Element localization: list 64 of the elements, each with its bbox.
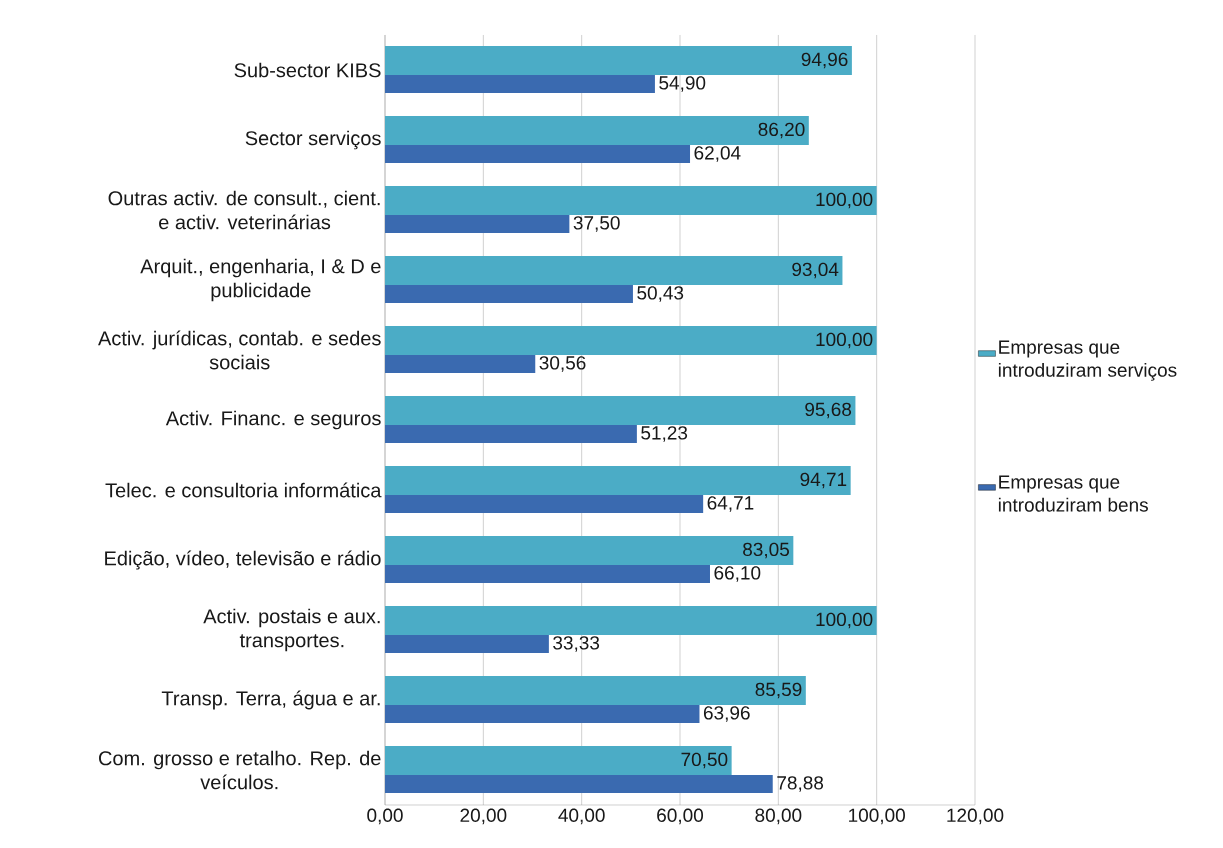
bar [385,745,732,775]
data-label: 94,71 [800,472,847,489]
y-tick-label: Activ. postais e aux. transportes. [203,608,380,652]
y-tick-label: Edição, vídeo, televisão e rádio [105,550,381,570]
bar [385,495,704,513]
data-label: 30,56 [539,356,586,372]
bar [385,634,549,653]
data-label: 93,04 [792,262,839,279]
data-label: 51,23 [641,426,688,442]
bar [385,116,809,145]
bar [385,565,710,583]
x-tick-label: 40,00 [558,808,605,825]
bar [385,676,806,705]
data-label: 62,04 [694,146,741,162]
bar [385,46,852,75]
data-label: 63,96 [703,706,750,722]
y-tick-label: Transp. Terra, água e ar. [161,690,380,710]
bar [385,215,570,233]
y-tick-label: Sub-sector KIBS [234,62,381,78]
bar [385,775,773,793]
x-tick-label: 100,00 [849,808,905,825]
data-label: 94,96 [801,52,848,69]
bar [385,704,700,723]
bar [385,424,637,443]
bar [385,186,877,215]
y-tick-label: Sector serviços [245,130,381,150]
data-label: 86,20 [758,122,805,139]
bar [385,145,691,163]
y-tick-label: Telec. e consultoria informática [105,482,382,498]
bar [385,396,856,425]
y-tick-label: Arquit., engenharia, I & D e publicidade [140,258,381,302]
bar [385,256,843,285]
bar [385,326,877,355]
bar [385,355,536,373]
data-label: 85,59 [755,682,802,699]
data-label: 37,50 [573,216,620,232]
bar [385,285,633,303]
data-label: 33,33 [553,636,600,652]
data-label: 54,90 [659,76,706,92]
data-label: 100,00 [816,192,873,209]
y-tick-label: Activ. Financ. e seguros [165,410,381,430]
bar [385,606,877,635]
data-label: 66,10 [714,566,761,582]
y-tick-label: Com. grosso e retalho. Rep. de veículos. [99,750,381,790]
bar [385,535,794,565]
y-tick-label: Outras activ. de consult., cient. e activ. veterinárias [108,190,380,230]
data-label: 70,50 [681,752,728,769]
y-tick-label: Activ. jurídicas, contab. e sedes sociais [98,330,381,370]
legend-label: Empresas que introduziram serviços [998,340,1177,381]
x-tick-label: 0,00 [367,808,403,825]
legend-label: Empresas que introduziram bens [998,475,1148,512]
data-label: 100,00 [816,612,873,629]
data-label: 100,00 [816,332,873,349]
data-label: 78,88 [777,776,824,792]
x-tick-label: 80,00 [755,808,802,825]
x-tick-label: 120,00 [947,808,1004,825]
x-tick-label: 20,00 [460,808,507,825]
data-label: 64,71 [707,496,754,512]
data-label: 95,68 [805,402,852,419]
data-label: 83,05 [743,542,789,559]
data-label: 50,43 [637,286,684,302]
x-tick-label: 60,00 [657,808,704,825]
bar [385,466,851,495]
bar [385,75,655,93]
